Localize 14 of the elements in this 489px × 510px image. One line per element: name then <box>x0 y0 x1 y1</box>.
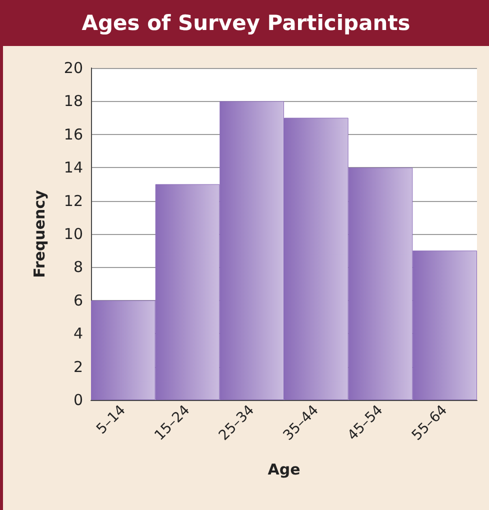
chart-title: Ages of Survey Participants <box>3 0 489 46</box>
y-tick-label: 14 <box>64 158 83 177</box>
y-tick-label: 20 <box>64 59 83 77</box>
y-tick-label: 12 <box>64 192 83 210</box>
y-tick-label: 16 <box>64 125 83 144</box>
y-tick-label: 6 <box>73 291 83 310</box>
y-axis-title: Frequency <box>30 190 48 278</box>
y-tick-label: 2 <box>73 358 83 376</box>
y-tick-label: 10 <box>64 225 83 243</box>
x-axis-title: Age <box>268 460 300 478</box>
y-tick-label: 8 <box>73 258 83 276</box>
y-tick-label: 18 <box>64 92 83 110</box>
y-tick-label: 4 <box>73 324 83 343</box>
y-tick-label: 0 <box>73 391 83 409</box>
